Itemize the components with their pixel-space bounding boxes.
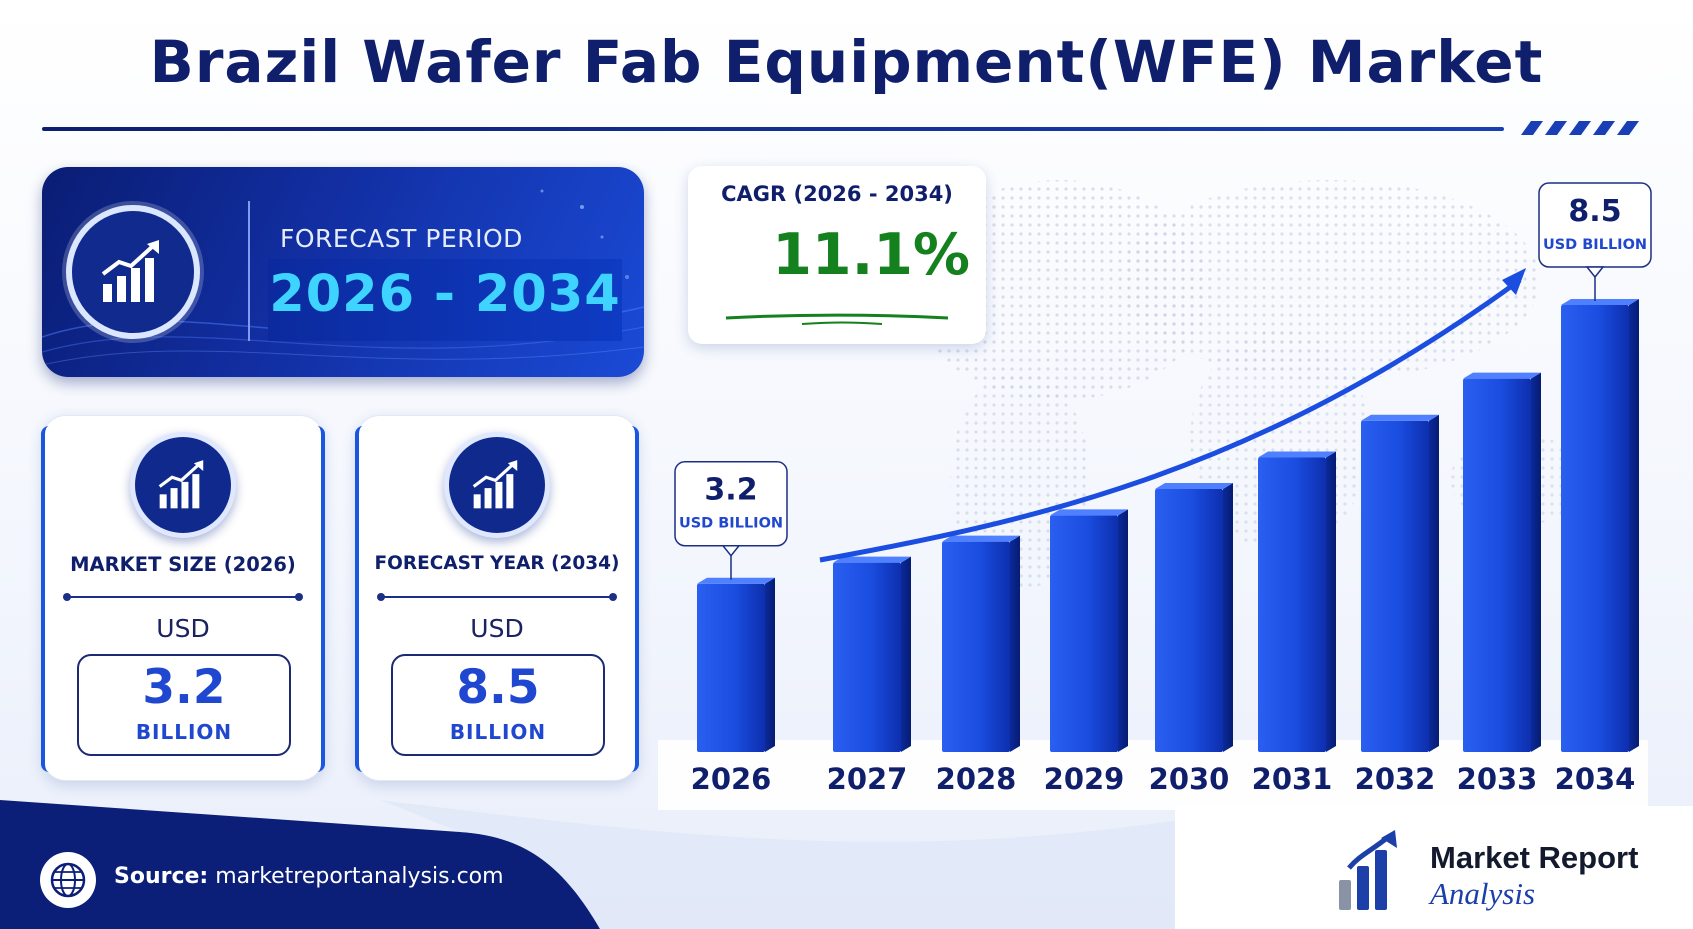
title-stripes-decoration bbox=[1521, 121, 1639, 135]
source-line: Source: marketreportanalysis.com bbox=[114, 864, 504, 889]
x-tick-label-2031: 2031 bbox=[1252, 762, 1333, 796]
card-accent-right bbox=[317, 426, 325, 772]
x-tick-label-2027: 2027 bbox=[827, 762, 908, 796]
market-size-value-box: 3.2 BILLION bbox=[77, 654, 291, 756]
forecast-period-label: FORECAST PERIOD bbox=[280, 224, 523, 253]
growth-icon-ring bbox=[66, 205, 200, 339]
x-tick-label-2030: 2030 bbox=[1149, 762, 1230, 796]
logo-subtitle: Analysis bbox=[1430, 876, 1536, 911]
market-size-label: MARKET SIZE (2026) bbox=[70, 553, 296, 576]
forecast-period-value: 2026 - 2034 bbox=[269, 265, 621, 324]
bar-2030 bbox=[1155, 483, 1233, 752]
card-divider bbox=[377, 593, 617, 601]
bar-2027 bbox=[833, 556, 911, 752]
bar-2029 bbox=[1050, 509, 1128, 752]
divider-dot bbox=[609, 593, 617, 601]
page-title: Brazil Wafer Fab Equipment(WFE) Market bbox=[149, 28, 1544, 96]
market-size-card: MARKET SIZE (2026) USD 3.2 BILLION bbox=[41, 415, 325, 781]
bar-chart-growth-icon bbox=[472, 460, 518, 509]
bar-chart-growth-icon bbox=[158, 460, 204, 509]
bar-2032 bbox=[1361, 414, 1439, 752]
card-accent-right bbox=[631, 426, 639, 772]
x-tick-label-2034: 2034 bbox=[1555, 762, 1636, 796]
market-size-scale: BILLION bbox=[135, 720, 233, 744]
cagr-box: CAGR (2026 - 2034) 11.1% bbox=[688, 166, 986, 344]
trend-arrow-line bbox=[819, 277, 1522, 563]
divider-dot bbox=[63, 593, 71, 601]
panel-divider bbox=[248, 201, 250, 341]
bar-2031 bbox=[1258, 451, 1336, 752]
bar-2034 bbox=[1561, 299, 1639, 752]
x-tick-label-2028: 2028 bbox=[936, 762, 1017, 796]
divider-dot bbox=[377, 593, 385, 601]
bar-2033 bbox=[1463, 372, 1541, 752]
forecast-period-value-box bbox=[268, 259, 622, 341]
divider-dot bbox=[295, 593, 303, 601]
forecast-year-unit: USD bbox=[470, 614, 524, 643]
x-tick-label-2026: 2026 bbox=[691, 762, 772, 796]
globe-icon-badge bbox=[40, 852, 96, 908]
callout-value: 8.5 bbox=[1568, 194, 1621, 229]
source-url[interactable]: marketreportanalysis.com bbox=[215, 864, 504, 889]
bar-2026 bbox=[697, 577, 775, 752]
title-divider bbox=[42, 127, 1504, 131]
market-size-value: 3.2 bbox=[142, 660, 226, 715]
forecast-period-panel: FORECAST PERIOD 2026 - 2034 bbox=[42, 167, 644, 377]
trend-arrow-head bbox=[1502, 268, 1526, 295]
growth-icon-badge bbox=[444, 432, 550, 538]
value-callout-2034: 8.5 USD BILLION bbox=[1538, 182, 1652, 301]
callout-unit: USD BILLION bbox=[679, 516, 783, 532]
x-tick-label-2033: 2033 bbox=[1457, 762, 1538, 796]
card-accent-left bbox=[41, 426, 49, 772]
x-tick-label-2029: 2029 bbox=[1044, 762, 1125, 796]
bar-2028 bbox=[942, 535, 1020, 752]
market-size-unit: USD bbox=[156, 614, 210, 643]
logo-name: Market Report bbox=[1430, 840, 1639, 875]
forecast-year-label: FORECAST YEAR (2034) bbox=[374, 553, 620, 574]
value-callout-2026: 3.2 USD BILLION bbox=[674, 460, 788, 580]
forecast-year-value: 8.5 bbox=[456, 660, 540, 715]
source-bar-background bbox=[0, 800, 1180, 929]
cagr-label: CAGR (2026 - 2034) bbox=[721, 182, 953, 206]
card-accent-left bbox=[355, 426, 363, 772]
source-label: Source: bbox=[114, 864, 209, 889]
card-divider bbox=[63, 593, 303, 601]
market-report-logo-icon bbox=[1339, 830, 1397, 910]
market-bar-chart: 2026 2027 2028 2029 2030 2031 2032 2033 2034 3.2… bbox=[658, 180, 1652, 810]
logo-background bbox=[1175, 806, 1693, 929]
cagr-underline bbox=[725, 313, 949, 325]
globe-icon bbox=[50, 862, 86, 898]
bar-chart-growth-icon bbox=[101, 240, 159, 302]
x-tick-label-2032: 2032 bbox=[1355, 762, 1436, 796]
forecast-year-value-box: 8.5 BILLION bbox=[391, 654, 605, 756]
forecast-year-scale: BILLION bbox=[449, 720, 547, 744]
cagr-value: 11.1% bbox=[772, 222, 970, 288]
forecast-year-card: FORECAST YEAR (2034) USD 8.5 BILLION bbox=[355, 415, 639, 781]
callout-value: 3.2 bbox=[704, 473, 757, 508]
callout-unit: USD BILLION bbox=[1543, 237, 1647, 253]
growth-icon-badge bbox=[130, 432, 236, 538]
